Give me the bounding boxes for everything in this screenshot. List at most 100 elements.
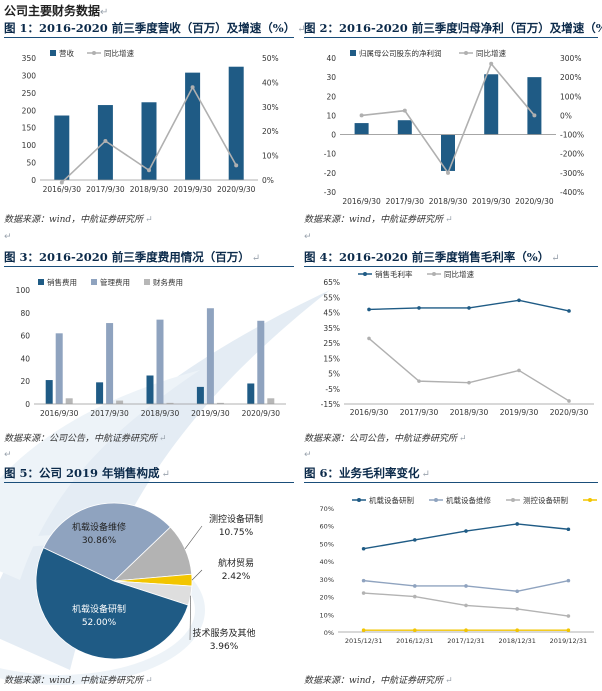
- fig3-bar: [106, 323, 114, 404]
- fig3-bar: [206, 308, 214, 404]
- fig4-y-tick-2: 5%: [328, 370, 340, 379]
- fig2-yright-tick-1: -300%: [560, 169, 584, 178]
- fig2-yleft-tick-2: -10: [324, 150, 336, 159]
- fig4-line-point: [467, 380, 471, 385]
- fig2-bar: [397, 120, 412, 135]
- fig5-leader-2: [191, 569, 203, 581]
- fig3-legend-swatch-0: [38, 279, 44, 285]
- fig6-y-tick-2: 20%: [320, 594, 334, 602]
- fig6-line-point: [566, 527, 571, 532]
- fig6-y-tick-3: 30%: [320, 576, 334, 584]
- fig3-x-tick-0: 2016/9/30: [40, 409, 79, 418]
- fig3-source: 数据来源：公司公告，中航证券研究所 ↵: [4, 434, 167, 444]
- fig2-yright-tick-5: 100%: [560, 92, 581, 101]
- fig2-bar: [484, 74, 499, 135]
- fig4-line-series-1: [368, 337, 570, 402]
- fig3-legend-label-2: 财务费用: [153, 277, 183, 287]
- fig4-legend-swatch-dot-1: [432, 272, 436, 276]
- fig2-yleft-tick-4: 10: [326, 111, 336, 120]
- fig2-line-point: [532, 113, 537, 118]
- fig1-legend-swatch-0: [50, 50, 56, 56]
- fig1-line-point: [190, 85, 195, 90]
- fig3-y-tick-1: 20: [20, 377, 30, 386]
- fig6-line-point: [413, 594, 417, 599]
- fig4-chart: -15% -5% 5% 15% 25% 35% 45% 55% 65% 2016/9/30 2017…: [321, 270, 594, 417]
- fig6-line-point: [413, 584, 417, 588]
- fig2-line-point: [402, 108, 407, 113]
- fig2-yleft-tick-1: -20: [324, 169, 336, 178]
- fig3-bar: [45, 380, 53, 404]
- fig1-x-tick-2: 2018/9/30: [130, 185, 169, 194]
- fig1-yleft-tick-4: 200: [22, 106, 37, 115]
- fig5-source: 数据来源：wind，中航证券研究所 ↵: [4, 676, 153, 686]
- fig6-y-tick-1: 10%: [320, 611, 334, 619]
- fig4-line-point: [417, 379, 421, 383]
- return-mark: ↵: [304, 450, 312, 460]
- fig3-bar: [146, 375, 154, 404]
- fig2-yright-tick-3: -100%: [560, 131, 584, 140]
- fig4-legend-label-0: 销售毛利率: [375, 270, 413, 279]
- fig1-legend-label-1: 同比增速: [104, 48, 134, 58]
- fig2-yleft-tick-5: 20: [326, 92, 336, 101]
- fig1-chart: 0 50 100 150 200 250 300 350 0% 10% 20% 30% 40% 50% 20…: [22, 48, 279, 194]
- fig4-title: 图 4：2016-2020 前三季度销售毛利率（%） ↵: [304, 250, 560, 264]
- fig5-slice-name-1: 测控设备研制: [209, 513, 263, 525]
- fig6-line-point: [413, 538, 417, 542]
- fig6-y-tick-4: 40%: [320, 558, 334, 566]
- fig1-yright-tick-4: 40%: [262, 78, 279, 87]
- fig4-line-point: [567, 309, 571, 313]
- fig1-yleft-tick-3: 150: [22, 124, 37, 133]
- fig4-y-tick-7: 55%: [323, 293, 340, 302]
- fig3-chart: 0 20 40 60 80 100 2016/9/30 2017/9/30 2018/9/30 2…: [16, 277, 286, 418]
- fig4-line-point: [517, 368, 521, 373]
- fig5-slice-name-3: 技术服务及其他: [192, 627, 255, 639]
- fig5-slice-name-2: 航材贸易: [218, 557, 254, 569]
- fig6-line-point: [566, 578, 571, 583]
- fig4-y-tick-4: 25%: [323, 339, 340, 348]
- fig3-y-tick-2: 40: [20, 354, 30, 363]
- fig6-line-point: [515, 589, 519, 594]
- fig2-legend-swatch-dot-1: [464, 51, 468, 55]
- fig2-bar: [354, 123, 369, 135]
- fig1-line-point: [59, 180, 64, 185]
- fig2-x-tick-3: 2019/9/30: [472, 197, 511, 206]
- fig4-y-tick-5: 35%: [323, 324, 340, 333]
- fig3-bar: [156, 319, 164, 404]
- fig6-line-point: [361, 628, 366, 633]
- fig2-line-point: [489, 61, 494, 66]
- fig6-x-tick-2: 2017/12/31: [447, 637, 484, 645]
- fig6-line-point: [464, 584, 468, 588]
- fig2-x-tick-0: 2016/9/30: [342, 197, 381, 206]
- fig3-bar: [116, 400, 124, 404]
- return-mark: ↵: [304, 232, 312, 242]
- fig1-source: 数据来源：wind，中航证券研究所 ↵: [4, 215, 153, 225]
- fig6-line-point: [515, 607, 519, 611]
- fig4-y-tick-3: 15%: [323, 354, 340, 363]
- fig6-y-tick-7: 70%: [320, 505, 334, 513]
- fig6-y-tick-6: 60%: [320, 523, 334, 531]
- fig1-yleft-tick-5: 250: [22, 89, 37, 98]
- fig2-legend-label-0: 归属母公司股东的净利润: [359, 48, 442, 58]
- fig6-x-tick-3: 2018/12/31: [498, 637, 535, 645]
- fig3-bar: [196, 386, 204, 404]
- fig2-yright-tick-6: 200%: [560, 73, 581, 82]
- fig6-line-point: [566, 628, 571, 633]
- fig2-x-tick-1: 2017/9/30: [386, 197, 425, 206]
- fig5-slice-name-4: 机载设备研制: [72, 603, 126, 615]
- fig2-yleft-tick-0: -30: [324, 188, 336, 197]
- fig4-source: 数据来源：公司公告，中航证券研究所 ↵: [304, 434, 467, 444]
- fig4-x-tick-3: 2019/9/30: [500, 408, 539, 417]
- fig5-slice-label-4: 52.00%: [82, 618, 117, 628]
- fig5-slice-label-2: 2.42%: [222, 572, 251, 582]
- fig6-legend-label-1: 机载设备维修: [446, 495, 491, 505]
- fig1-title: 图 1：2016-2020 前三季度营收（百万）及增速（%） ↵: [4, 21, 306, 35]
- fig6-line-point: [464, 529, 468, 533]
- fig6-y-tick-5: 50%: [320, 540, 334, 548]
- fig3-bar: [55, 333, 63, 404]
- fig4-line-point: [517, 298, 521, 303]
- fig1-yleft-tick-6: 300: [22, 71, 37, 80]
- fig1-rule: [4, 37, 294, 38]
- fig1-line-point: [234, 163, 239, 168]
- fig4-x-tick-4: 2020/9/30: [550, 408, 589, 417]
- fig6-legend-swatch-dot-2: [511, 498, 515, 502]
